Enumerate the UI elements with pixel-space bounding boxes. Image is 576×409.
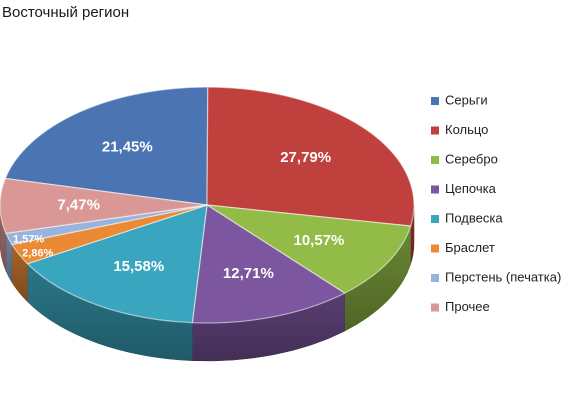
legend-label-1: Серьги [445, 92, 488, 107]
pie-slice-4 [191, 203, 346, 324]
pie-side-shade-3 [344, 226, 411, 332]
pie-slice-5 [26, 204, 208, 324]
slice-label-5: 15,58% [113, 258, 164, 275]
pie-slice-1 [4, 86, 209, 206]
legend-label-6: Браслет [445, 240, 495, 255]
legend-swatch-5 [431, 215, 439, 223]
pie-slice-8 [0, 177, 208, 234]
legend-label-3: Серебро [445, 151, 498, 166]
legend-label-7: Перстень (печатка) [445, 269, 561, 284]
legend: Серьги Кольцо Серебро Цепочка Подвеска Брасле… [431, 92, 561, 314]
legend-label-8: Прочее [445, 299, 490, 314]
pie-side-shade-2 [410, 205, 414, 265]
legend-swatch-8 [431, 303, 439, 312]
slice-label-4: 12,71% [223, 265, 274, 282]
legend-label-2: Кольцо [445, 122, 488, 137]
legend-label-5: Подвеска [445, 210, 503, 225]
chart-title: Восточный регион [2, 4, 130, 21]
pie-side-shade-4 [192, 293, 345, 361]
slice-label-7: 1,57% [13, 233, 44, 245]
legend-swatch-1 [431, 97, 439, 105]
slice-label-6: 2,86% [22, 247, 53, 259]
pie-side-shade-5 [27, 263, 193, 361]
pie-slice-3 [206, 204, 412, 294]
legend-label-4: Цепочка [445, 181, 497, 196]
legend-swatch-6 [431, 244, 439, 253]
slice-label-8: 7,47% [57, 197, 100, 214]
legend-swatch-3 [431, 156, 439, 164]
slice-label-1: 21,45% [102, 139, 153, 156]
legend-swatch-7 [431, 274, 439, 282]
legend-swatch-2 [431, 126, 439, 135]
pie-slice-2 [206, 86, 415, 227]
pie-side-shade-6 [11, 244, 28, 302]
slice-label-2: 27,79% [280, 149, 331, 166]
slice-label-3: 10,57% [293, 232, 344, 249]
legend-swatch-4 [431, 185, 439, 194]
pie-side-shade-7 [6, 233, 12, 283]
